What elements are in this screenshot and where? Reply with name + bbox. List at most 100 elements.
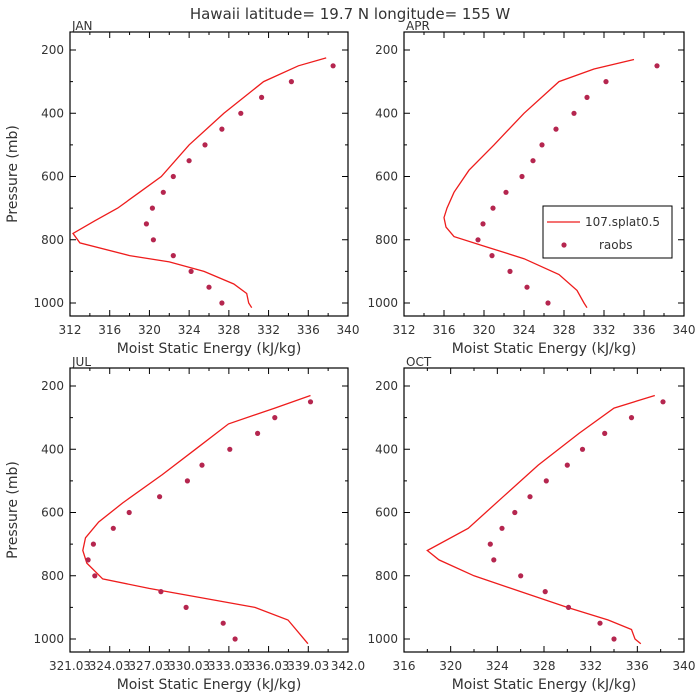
raobs-point bbox=[206, 284, 212, 290]
raobs-point bbox=[490, 205, 496, 211]
raobs-point bbox=[149, 205, 155, 211]
raobs-point bbox=[539, 142, 545, 148]
raobs-point bbox=[611, 636, 617, 642]
panel-jul: JUL321.03324.03327.03330.03333.03336.033… bbox=[5, 355, 365, 693]
raobs-point bbox=[157, 494, 163, 500]
y-tick-label: 1000 bbox=[33, 296, 64, 310]
x-tick-label: 340 bbox=[673, 323, 696, 337]
y-axis-label: Pressure (mb) bbox=[5, 461, 21, 559]
panel-jan: JAN 312 316 320 324 328 332 336 340 200 400 600 800 1… bbox=[5, 19, 359, 357]
raobs-point bbox=[507, 268, 513, 274]
raobs-point bbox=[480, 221, 486, 227]
raobs-point bbox=[628, 415, 635, 421]
x-axis-label: Moist Static Energy (kJ/kg) bbox=[117, 677, 302, 693]
raobs-point bbox=[202, 142, 208, 148]
raobs-point bbox=[512, 509, 518, 516]
panel-oct: OCT 316 320 324 328 332 336 340 200 400 600 800 1000… bbox=[367, 355, 695, 693]
raobs-point bbox=[603, 79, 609, 85]
panel-label: OCT bbox=[406, 355, 432, 369]
raobs-point bbox=[584, 94, 590, 100]
raobs-point bbox=[259, 94, 265, 100]
y-tick-label: 800 bbox=[41, 233, 64, 247]
raobs-point bbox=[489, 253, 495, 259]
x-tick-label: 312 bbox=[393, 323, 416, 337]
raobs-point bbox=[487, 541, 493, 547]
raobs-point bbox=[272, 415, 278, 421]
raobs-point bbox=[85, 557, 91, 563]
x-tick-label: 332 bbox=[593, 323, 616, 337]
raobs-point bbox=[564, 462, 570, 468]
raobs-point bbox=[238, 110, 244, 116]
raobs-point bbox=[170, 253, 176, 259]
x-tick-label: 327.03 bbox=[128, 659, 170, 673]
raobs-point bbox=[160, 189, 166, 195]
y-tick-label: 200 bbox=[375, 379, 398, 393]
x-tick-label: 324 bbox=[178, 323, 201, 337]
raobs-point bbox=[565, 604, 572, 611]
x-tick-label: 316 bbox=[98, 323, 121, 337]
raobs-point bbox=[543, 478, 549, 484]
raobs-point bbox=[255, 430, 261, 436]
y-axis-label: Pressure (mb) bbox=[5, 125, 21, 223]
x-tick-label: 336 bbox=[297, 323, 320, 337]
raobs-point bbox=[527, 494, 533, 500]
x-axis-label: Moist Static Energy (kJ/kg) bbox=[452, 677, 637, 693]
raobs-point bbox=[579, 446, 586, 452]
raobs-point bbox=[143, 221, 149, 227]
raobs-point bbox=[199, 462, 205, 468]
x-tick-label: 316 bbox=[393, 659, 416, 673]
y-tick-label: 1000 bbox=[33, 632, 64, 646]
raobs-point bbox=[571, 110, 577, 116]
raobs-point bbox=[553, 126, 559, 132]
y-tick-label: 800 bbox=[375, 569, 398, 583]
raobs-point bbox=[110, 525, 116, 531]
y-tick-label: 1000 bbox=[367, 296, 398, 310]
raobs-point bbox=[330, 63, 336, 69]
legend-box bbox=[542, 205, 673, 259]
y-tick-label: 600 bbox=[41, 170, 64, 184]
panel-label: JUL bbox=[71, 355, 91, 369]
model-series-line bbox=[72, 57, 327, 309]
raobs-point bbox=[499, 525, 505, 531]
legend-label-raobs: raobs bbox=[599, 238, 633, 252]
x-tick-label: 333.03 bbox=[208, 659, 250, 673]
raobs-point bbox=[219, 300, 225, 306]
y-tick-label: 400 bbox=[375, 442, 398, 456]
model-series-line bbox=[443, 58, 635, 309]
y-tick-label: 400 bbox=[41, 442, 64, 456]
x-tick-label: 340 bbox=[337, 323, 360, 337]
x-tick-label: 312 bbox=[59, 323, 82, 337]
y-tick-label: 600 bbox=[41, 506, 64, 520]
figure-title: Hawaii latitude= 19.7 N longitude= 155 W bbox=[190, 5, 510, 23]
legend-point-swatch bbox=[561, 242, 567, 248]
raobs-point bbox=[184, 478, 190, 484]
x-tick-label: 336.03 bbox=[248, 659, 290, 673]
raobs-point bbox=[307, 399, 314, 405]
y-tick-label: 200 bbox=[375, 43, 398, 57]
raobs-point bbox=[660, 399, 666, 405]
y-tick-label: 200 bbox=[41, 43, 64, 57]
x-tick-label: 320 bbox=[473, 323, 496, 337]
plot-frame bbox=[403, 367, 685, 653]
model-series-line bbox=[426, 394, 655, 645]
plot-frame bbox=[69, 367, 349, 653]
raobs-point bbox=[126, 509, 132, 516]
panel-label: JAN bbox=[71, 19, 93, 33]
raobs-point bbox=[288, 79, 294, 85]
raobs-point bbox=[188, 268, 194, 274]
x-tick-label: 336 bbox=[626, 659, 649, 673]
panels-group: JAN 312 316 320 324 328 332 336 340 200 400 600 800 1… bbox=[5, 19, 695, 693]
x-tick-label: 330.03 bbox=[168, 659, 210, 673]
raobs-point bbox=[654, 63, 660, 69]
x-tick-label: 320 bbox=[439, 659, 462, 673]
raobs-point bbox=[170, 173, 176, 180]
y-tick-label: 600 bbox=[375, 170, 398, 184]
x-tick-label: 320 bbox=[138, 323, 161, 337]
raobs-point bbox=[183, 604, 189, 611]
raobs-point bbox=[92, 573, 98, 579]
x-axis-label: Moist Static Energy (kJ/kg) bbox=[117, 341, 302, 357]
raobs-point bbox=[524, 284, 530, 290]
raobs-point bbox=[545, 300, 551, 306]
raobs-point bbox=[530, 158, 536, 164]
